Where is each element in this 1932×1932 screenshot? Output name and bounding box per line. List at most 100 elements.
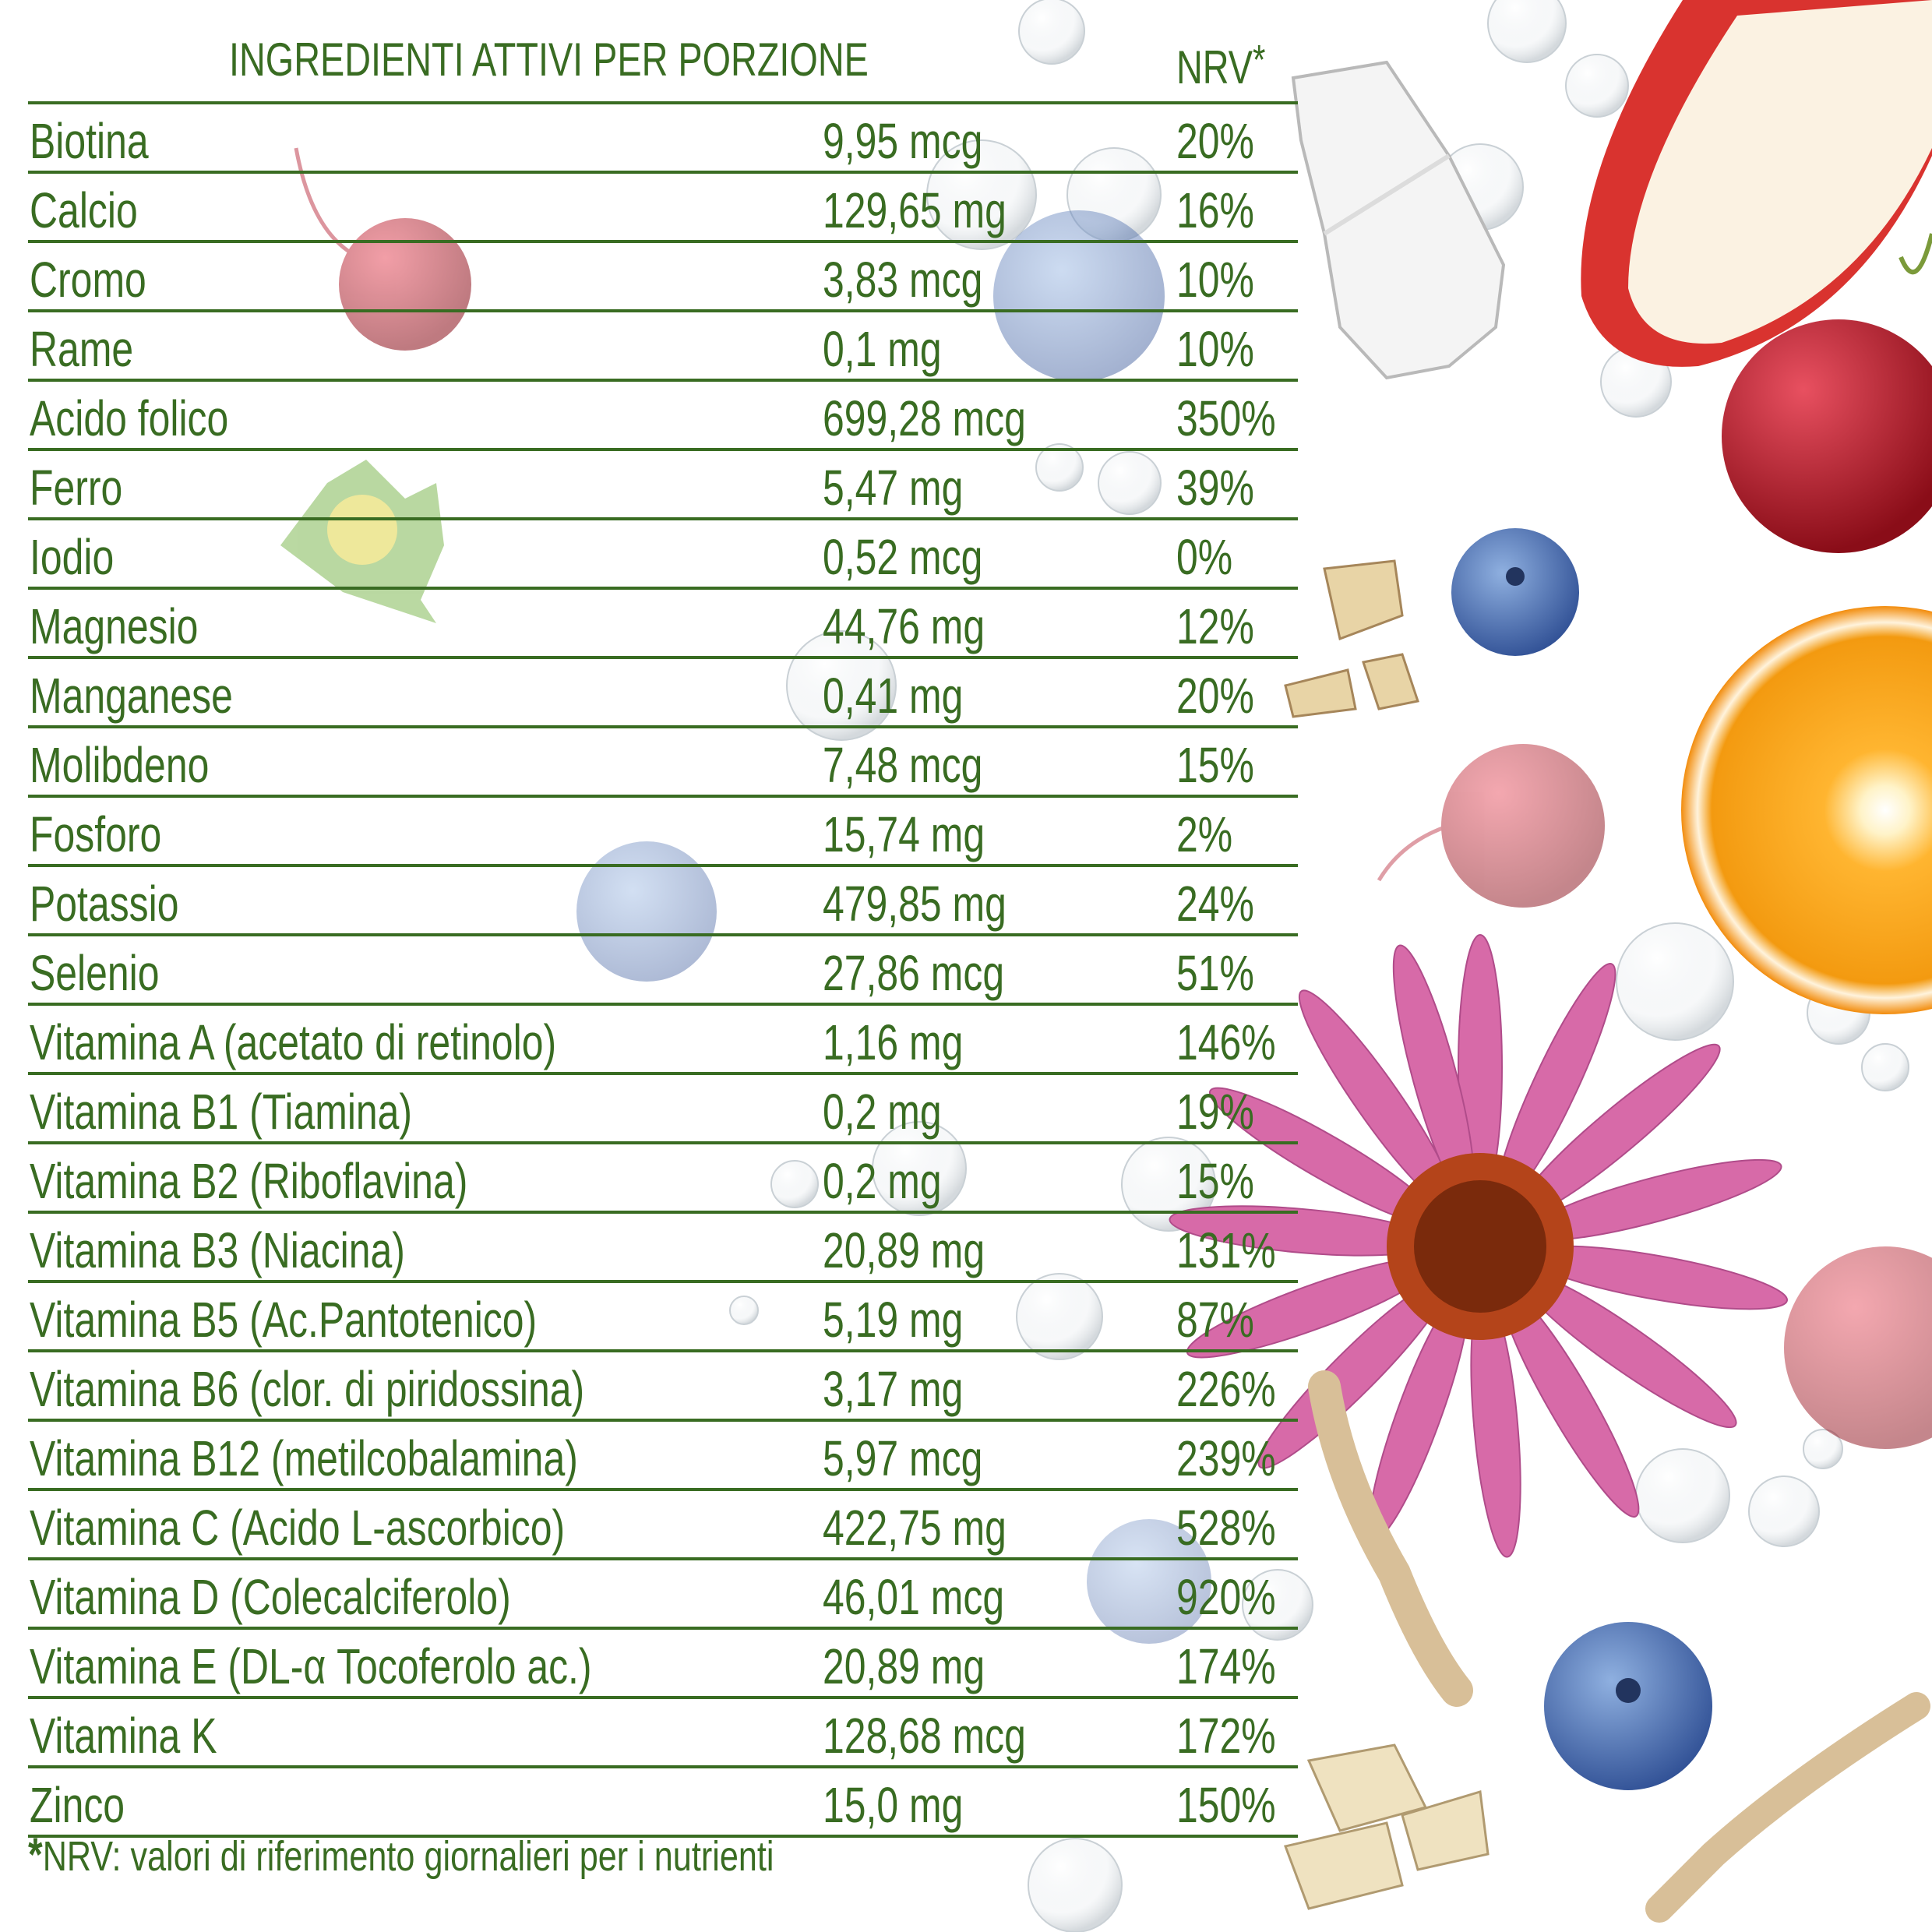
herb-flower bbox=[280, 460, 444, 623]
nutrient-name: Vitamina K bbox=[30, 1708, 217, 1764]
nutrient-amount: 699,28 mcg bbox=[823, 390, 1026, 446]
nutrient-nrv: 350% bbox=[1176, 390, 1276, 446]
nutrient-name: Vitamina C (Acido L-ascorbico) bbox=[30, 1500, 566, 1556]
nutrient-nrv: 150% bbox=[1176, 1777, 1276, 1833]
nutrient-amount: 20,89 mg bbox=[823, 1638, 985, 1694]
nutrient-amount: 15,74 mg bbox=[823, 806, 985, 862]
nutrient-name: Iodio bbox=[30, 529, 115, 585]
nutrient-name: Cromo bbox=[30, 252, 146, 308]
table-title: INGREDIENTI ATTIVI PER PORZIONE bbox=[229, 33, 869, 86]
blueberry-faded bbox=[993, 210, 1165, 382]
nutrient-nrv: 0% bbox=[1176, 529, 1233, 585]
nutrient-amount: 7,48 mcg bbox=[823, 737, 983, 793]
blueberry bbox=[1451, 528, 1579, 656]
nutrient-amount: 422,75 mg bbox=[823, 1500, 1007, 1556]
nutrient-nrv: 2% bbox=[1176, 806, 1233, 862]
nutrient-name: Ferro bbox=[30, 460, 123, 516]
nutrient-amount: 44,76 mg bbox=[823, 598, 985, 654]
nutrient-name: Vitamina B6 (clor. di piridossina) bbox=[30, 1361, 585, 1417]
table-header: INGREDIENTI ATTIVI PER PORZIONE NRV* bbox=[28, 30, 1298, 104]
table-row: Manganese 0,41 mg 20% bbox=[28, 659, 1298, 728]
nutrient-amount: 5,47 mg bbox=[823, 460, 964, 516]
nutrient-nrv: 15% bbox=[1176, 737, 1254, 793]
nutrient-nrv: 172% bbox=[1176, 1708, 1276, 1764]
nutrient-nrv: 920% bbox=[1176, 1569, 1276, 1625]
nutrient-amount: 46,01 mcg bbox=[823, 1569, 1005, 1625]
nutrient-amount: 1,16 mg bbox=[823, 1014, 964, 1070]
nutrient-amount: 5,97 mcg bbox=[823, 1430, 983, 1486]
cherry-faded bbox=[294, 147, 471, 351]
nutrient-nrv: 174% bbox=[1176, 1638, 1276, 1694]
table-row: Fosforo 15,74 mg 2% bbox=[28, 798, 1298, 867]
nutrient-nrv: 16% bbox=[1176, 182, 1254, 238]
nutrient-nrv: 24% bbox=[1176, 876, 1254, 932]
nutrient-name: Vitamina E (DL-α Tocoferolo ac.) bbox=[30, 1638, 592, 1694]
cherry-faded bbox=[1377, 744, 1605, 908]
footnote: *NRV: valori di riferimento giornalieri … bbox=[28, 1828, 774, 1886]
nutrient-name: Vitamina B1 (Tiamina) bbox=[30, 1084, 413, 1140]
nutrient-name: Acido folico bbox=[30, 390, 229, 446]
blueberry-faded bbox=[1087, 1519, 1211, 1644]
nutrient-nrv: 528% bbox=[1176, 1500, 1276, 1556]
nutrient-nrv: 87% bbox=[1176, 1292, 1254, 1348]
table-row: Ferro 5,47 mg 39% bbox=[28, 451, 1298, 520]
nutrient-name: Zinco bbox=[30, 1777, 125, 1833]
nutrient-nrv: 20% bbox=[1176, 668, 1254, 724]
nutrient-amount: 0,1 mg bbox=[823, 321, 942, 377]
nutrient-name: Vitamina B2 (Riboflavina) bbox=[30, 1153, 468, 1209]
table-row: Vitamina K 128,68 mcg 172% bbox=[28, 1699, 1298, 1768]
nutrient-amount: 479,85 mg bbox=[823, 876, 1007, 932]
table-row: Iodio 0,52 mcg 0% bbox=[28, 520, 1298, 590]
table-row: Biotina 9,95 mcg 20% bbox=[28, 104, 1298, 174]
apple-slice bbox=[1581, 0, 1932, 367]
nutrient-amount: 5,19 mg bbox=[823, 1292, 964, 1348]
nutrient-nrv: 146% bbox=[1176, 1014, 1276, 1070]
ginseng-root bbox=[1308, 1370, 1930, 1923]
nutrient-name: Magnesio bbox=[30, 598, 199, 654]
coconut-piece bbox=[1291, 60, 1506, 380]
table-row: Vitamina D (Colecalciferolo) 46,01 mcg 920… bbox=[28, 1560, 1298, 1630]
table-row: Vitamina B5 (Ac.Pantotenico) 5,19 mg 87% bbox=[28, 1283, 1298, 1352]
nutrient-name: Vitamina B3 (Niacina) bbox=[30, 1222, 405, 1278]
nutrient-amount: 0,41 mg bbox=[823, 668, 964, 724]
nutrient-name: Calcio bbox=[30, 182, 138, 238]
nutrient-amount: 15,0 mg bbox=[823, 1777, 964, 1833]
nutrient-nrv: 39% bbox=[1176, 460, 1254, 516]
table-row: Molibdeno 7,48 mcg 15% bbox=[28, 728, 1298, 798]
nutrient-amount: 129,65 mg bbox=[823, 182, 1007, 238]
nutrient-name: Vitamina B12 (metilcobalamina) bbox=[30, 1430, 578, 1486]
nutrient-name: Molibdeno bbox=[30, 737, 210, 793]
nutrient-amount: 27,86 mcg bbox=[823, 945, 1005, 1001]
nutrient-amount: 3,17 mg bbox=[823, 1361, 964, 1417]
footnote-asterisk: * bbox=[28, 1828, 43, 1881]
blueberry bbox=[1544, 1622, 1712, 1790]
table-row: Vitamina B2 (Riboflavina) 0,2 mg 15% bbox=[28, 1144, 1298, 1214]
nutrient-nrv: 15% bbox=[1176, 1153, 1254, 1209]
table-row: Acido folico 699,28 mcg 350% bbox=[28, 382, 1298, 451]
nutrient-amount: 0,2 mg bbox=[823, 1153, 942, 1209]
nutrient-amount: 3,83 mcg bbox=[823, 252, 983, 308]
nutrient-name: Biotina bbox=[30, 113, 149, 169]
nutrient-name: Rame bbox=[30, 321, 134, 377]
nutrient-nrv: 12% bbox=[1176, 598, 1254, 654]
table-row: Potassio 479,85 mg 24% bbox=[28, 867, 1298, 936]
orange-half bbox=[1681, 606, 1932, 1014]
footnote-text: NRV: valori di riferimento giornalieri p… bbox=[42, 1833, 774, 1880]
nutrient-name: Fosforo bbox=[30, 806, 162, 862]
table-row: Selenio 27,86 mcg 51% bbox=[28, 936, 1298, 1006]
nrv-label: NRV bbox=[1176, 41, 1253, 93]
nutrient-nrv: 51% bbox=[1176, 945, 1254, 1001]
nrv-column-header: NRV* bbox=[1176, 37, 1265, 94]
table-row: Vitamina B6 (clor. di piridossina) 3,17 m… bbox=[28, 1352, 1298, 1422]
table-row: Vitamina B12 (metilcobalamina) 5,97 mcg 23… bbox=[28, 1422, 1298, 1491]
nutrient-name: Vitamina A (acetato di retinolo) bbox=[30, 1014, 557, 1070]
nutrient-name: Potassio bbox=[30, 876, 179, 932]
table-row: Calcio 129,65 mg 16% bbox=[28, 174, 1298, 243]
nrv-asterisk: * bbox=[1252, 37, 1266, 83]
table-row: Vitamina B1 (Tiamina) 0,2 mg 19% bbox=[28, 1075, 1298, 1144]
echinacea-flower bbox=[1169, 934, 1788, 1558]
nutrient-amount: 0,2 mg bbox=[823, 1084, 942, 1140]
nutrient-nrv: 131% bbox=[1176, 1222, 1276, 1278]
cherry-faded bbox=[1784, 1246, 1932, 1449]
